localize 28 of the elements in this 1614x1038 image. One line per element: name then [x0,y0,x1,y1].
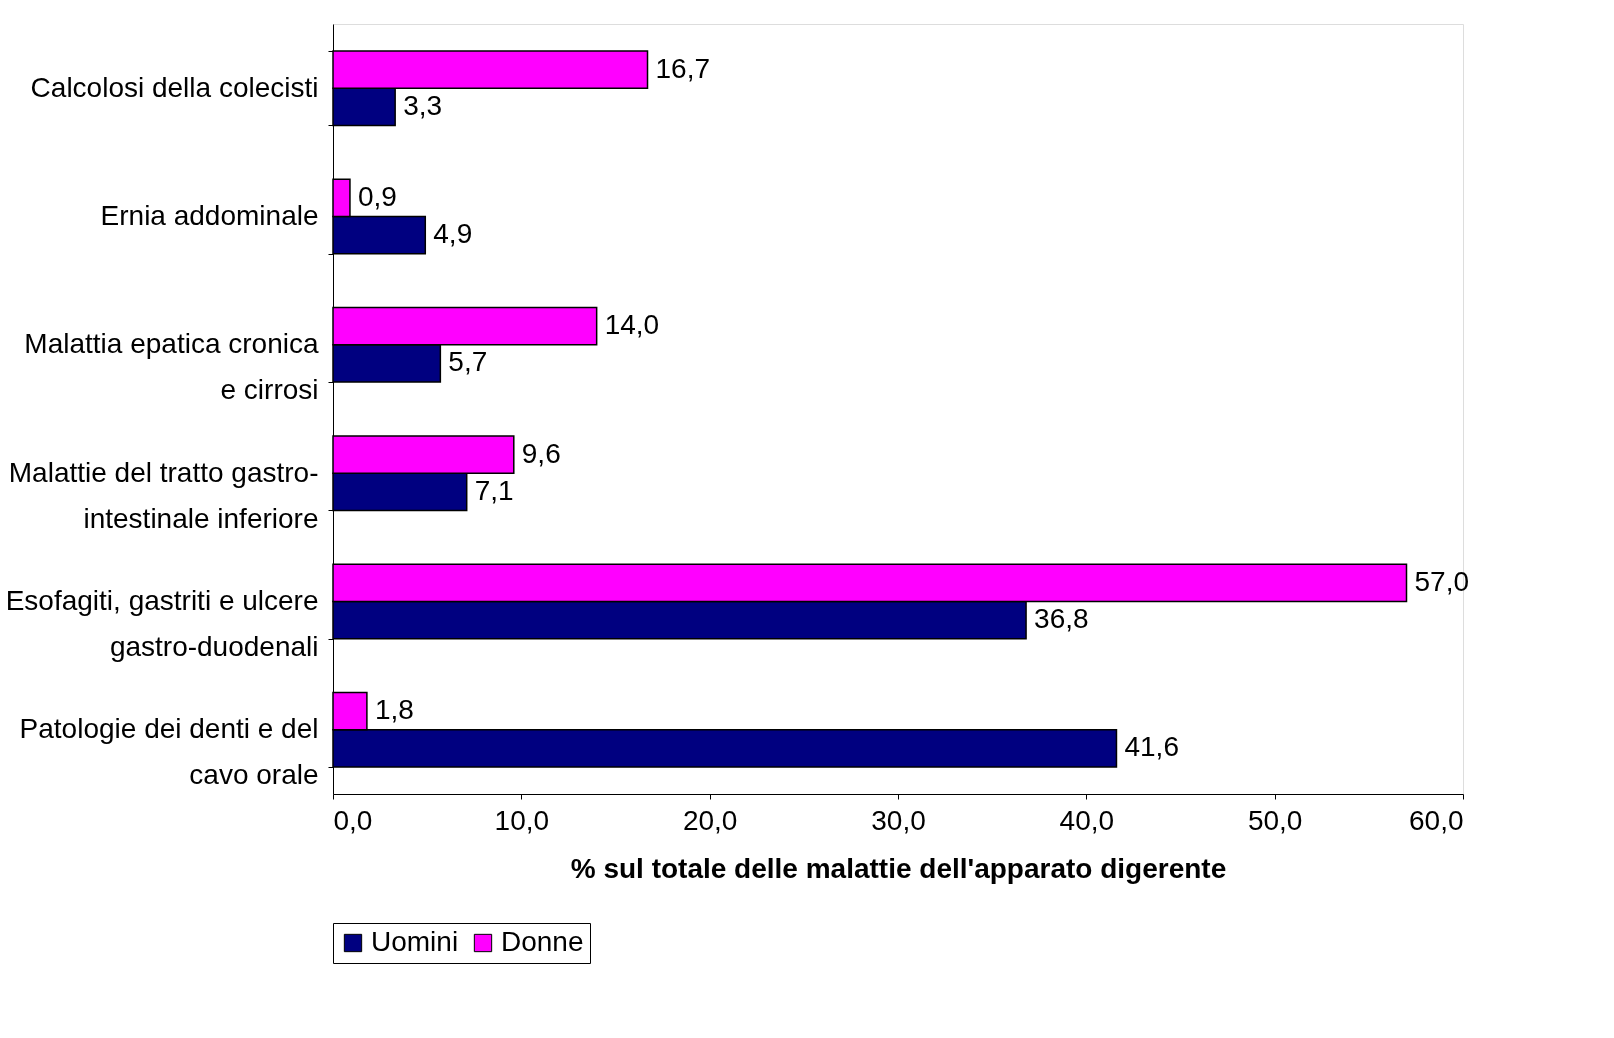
data-label: 5,7 [448,346,488,378]
data-label: 57,0 [1414,565,1469,597]
x-tick-label: 0,0 [333,804,373,836]
x-tick-label: 40,0 [1059,804,1115,836]
x-tick-label: 60,0 [1409,804,1464,836]
y-tick-label: Malattia epatica cronica e cirrosi [24,328,319,406]
legend-label: Uomini [371,926,459,957]
x-tick-label: 50,0 [1247,804,1303,836]
data-label: 41,6 [1124,731,1179,763]
data-label: 3,3 [403,89,443,121]
data-label: 0,9 [357,180,397,212]
data-label: 9,6 [521,437,561,469]
y-tick-label: Ernia addominale [100,200,319,231]
data-label: 16,7 [655,52,711,84]
x-tick-label: 30,0 [871,804,926,836]
data-label: 7,1 [474,474,514,506]
legend-label: Donne [501,926,584,957]
data-label: 1,8 [374,694,414,726]
data-label: 36,8 [1034,603,1089,635]
y-tick-label: Calcolosi della colecisti [30,71,319,103]
y-tick-label: Esofagiti, gastriti e ulcere gastro-duodenali [5,585,319,662]
data-label: 4,9 [433,218,473,250]
data-label: 14,0 [604,309,660,341]
y-tick-label: Malattie del tratto gastro- intestinale inferiore [8,456,319,534]
x-tick-label: 20,0 [682,804,738,836]
x-tick-label: 10,0 [494,804,550,836]
x-axis-title: % sul totale delle malattie dell'apparato digerente [570,852,1227,884]
y-tick-label: Patologie dei denti e del cavo orale [19,713,319,791]
